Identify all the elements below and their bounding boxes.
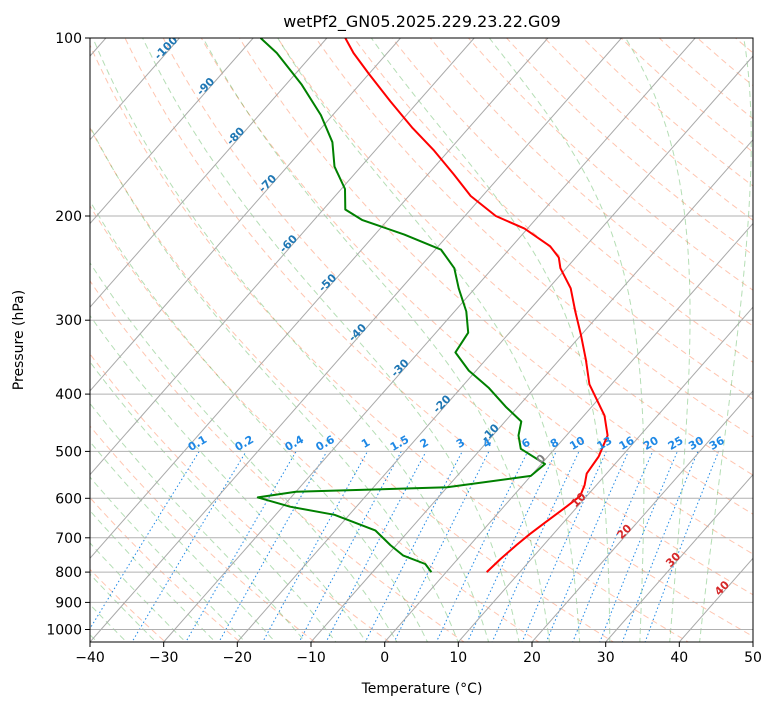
x-tick-label: −30 — [149, 650, 179, 666]
moist-adiabat-line — [90, 440, 276, 642]
x-tick-label: 50 — [744, 650, 762, 666]
mixing-ratio-line — [364, 451, 463, 642]
y-tick-label: 200 — [55, 209, 82, 225]
y-tick-label: 700 — [55, 531, 82, 547]
x-tick-label: −40 — [75, 650, 105, 666]
mixing-ratio-line — [218, 451, 328, 642]
profile-series — [256, 38, 609, 573]
moist-adiabat-line — [277, 38, 581, 642]
mixing-ratio-line — [545, 451, 629, 642]
dry-adiabat-line — [277, 38, 753, 476]
x-axis-label: Temperature (°C) — [361, 681, 483, 697]
dry-adiabat-line — [90, 43, 690, 642]
dry-adiabat-line — [90, 280, 465, 642]
plot-frame — [89, 37, 754, 643]
x-tick-label: 10 — [449, 650, 467, 666]
pressure-gridlines — [90, 38, 753, 630]
isotherm-gridline — [384, 222, 753, 642]
moist-adiabat-line — [90, 125, 459, 642]
plot-area: 0.1 0.2 0.4 0.6 1 1.5 2 3 4 6 8 10 13 16 20 25 30 36-100-… — [90, 25, 775, 654]
dewpoint-profile-line — [256, 38, 546, 573]
x-tick-label: 30 — [597, 650, 615, 666]
dry-adiabat-line — [90, 126, 615, 642]
isotherm-gridlines — [90, 38, 753, 642]
y-tick-label: 600 — [55, 491, 82, 507]
mixing-ratio-line — [262, 451, 368, 642]
x-tick-label: 0 — [380, 650, 389, 666]
mixing-ratio-line — [435, 451, 529, 642]
temperature-profile-line — [344, 38, 609, 573]
dry-adiabat-line — [505, 38, 753, 256]
dry-adiabat-line — [758, 25, 775, 654]
y-tick-label: 900 — [55, 595, 82, 611]
dry-adiabats — [90, 25, 775, 654]
y-tick-label: 300 — [55, 313, 82, 329]
y-tick-label: 800 — [55, 565, 82, 581]
moist-adiabat-line — [202, 38, 550, 642]
moist-adiabat-line — [699, 38, 752, 642]
isotherm-gridline — [457, 306, 753, 642]
mixing-ratio-line — [572, 451, 654, 642]
dry-adiabat-line — [90, 204, 540, 642]
x-axis-ticks: −40 −30 −20 −10 0 10 20 30 40 50 — [75, 642, 762, 666]
dry-adiabat-line — [582, 38, 753, 187]
isotherm-gridline — [90, 38, 328, 308]
mixing-ratio-line — [393, 451, 490, 642]
isotherm-gridline — [605, 473, 753, 642]
moist-adiabats — [90, 38, 752, 642]
isotherm-gridline — [90, 38, 475, 476]
mixing-ratio-line — [621, 451, 699, 642]
dry-adiabat-line — [620, 38, 753, 153]
isotherm-gridline — [163, 38, 696, 642]
moist-adiabat-line — [92, 38, 490, 642]
chart-title: wetPf2_GN05.2025.229.23.22.G09 — [283, 12, 561, 32]
mixing-ratio-line — [599, 451, 678, 642]
x-tick-label: −10 — [296, 650, 326, 666]
mixing-ratio-line — [185, 451, 297, 642]
dry-adiabat-line — [162, 38, 753, 596]
moist-adiabat-line — [370, 38, 611, 642]
dry-adiabat-line — [544, 38, 753, 221]
x-tick-label: −20 — [223, 650, 253, 666]
isotherm-gridline — [310, 138, 753, 642]
isotherm-gridline — [90, 38, 622, 642]
isotherm-gridline — [90, 38, 549, 560]
moist-adiabat-line — [90, 261, 398, 642]
dry-adiabat-line — [124, 38, 753, 637]
dry-adiabat-line — [353, 38, 753, 400]
y-tick-label: 100 — [55, 31, 82, 47]
dry-adiabat-line — [90, 425, 316, 642]
mixing-ratio-lines — [90, 451, 720, 642]
mixing-ratio-line — [131, 451, 247, 642]
y-tick-label: 1000 — [46, 623, 82, 639]
isotherm-gridline — [236, 55, 753, 642]
y-tick-label: 500 — [55, 444, 82, 460]
moist-adiabat-line — [488, 38, 645, 642]
isotherm-gridline — [90, 38, 180, 141]
mixing-ratio-line — [521, 451, 607, 642]
isotherm-gridline — [752, 641, 753, 642]
y-tick-label: 400 — [55, 387, 82, 403]
x-tick-label: 20 — [523, 650, 541, 666]
moist-adiabat-line — [142, 38, 520, 642]
isotherm-gridline — [90, 38, 254, 225]
mixing-ratio-line — [491, 451, 580, 642]
x-tick-label: 40 — [670, 650, 688, 666]
y-axis-ticks: 100 200 300 400 500 600 700 800 900 1000 — [46, 31, 90, 639]
y-axis-label: Pressure (hPa) — [11, 290, 27, 390]
moist-adiabat-line — [90, 361, 337, 642]
dry-adiabat-line — [391, 38, 753, 363]
dry-adiabat-line — [200, 38, 753, 555]
mixing-ratio-line — [644, 451, 720, 642]
moist-adiabat-line — [625, 38, 691, 642]
isotherm-gridline — [90, 38, 401, 392]
moist-adiabat-line — [90, 402, 307, 642]
isotherm-gridline — [531, 390, 753, 642]
dry-adiabat-line — [315, 38, 753, 438]
moist-adiabat-line — [90, 314, 367, 642]
